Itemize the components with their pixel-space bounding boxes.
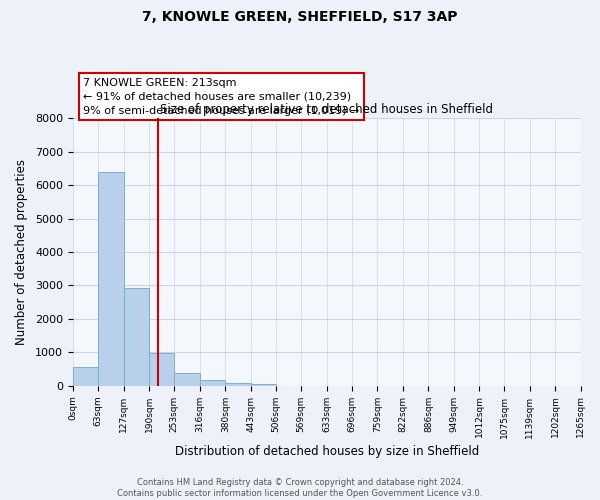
Bar — [200, 380, 226, 386]
Text: 7 KNOWLE GREEN: 213sqm
← 91% of detached houses are smaller (10,239)
9% of semi-: 7 KNOWLE GREEN: 213sqm ← 91% of detached… — [83, 78, 359, 116]
Bar — [124, 288, 149, 386]
Bar — [175, 373, 200, 386]
Title: Size of property relative to detached houses in Sheffield: Size of property relative to detached ho… — [160, 103, 493, 116]
Bar — [251, 384, 276, 386]
Text: Contains HM Land Registry data © Crown copyright and database right 2024.
Contai: Contains HM Land Registry data © Crown c… — [118, 478, 482, 498]
Text: 7, KNOWLE GREEN, SHEFFIELD, S17 3AP: 7, KNOWLE GREEN, SHEFFIELD, S17 3AP — [142, 10, 458, 24]
Bar — [226, 382, 251, 386]
Y-axis label: Number of detached properties: Number of detached properties — [15, 159, 28, 345]
Bar — [149, 352, 175, 386]
Bar — [73, 367, 98, 386]
Bar — [98, 172, 124, 386]
X-axis label: Distribution of detached houses by size in Sheffield: Distribution of detached houses by size … — [175, 444, 479, 458]
